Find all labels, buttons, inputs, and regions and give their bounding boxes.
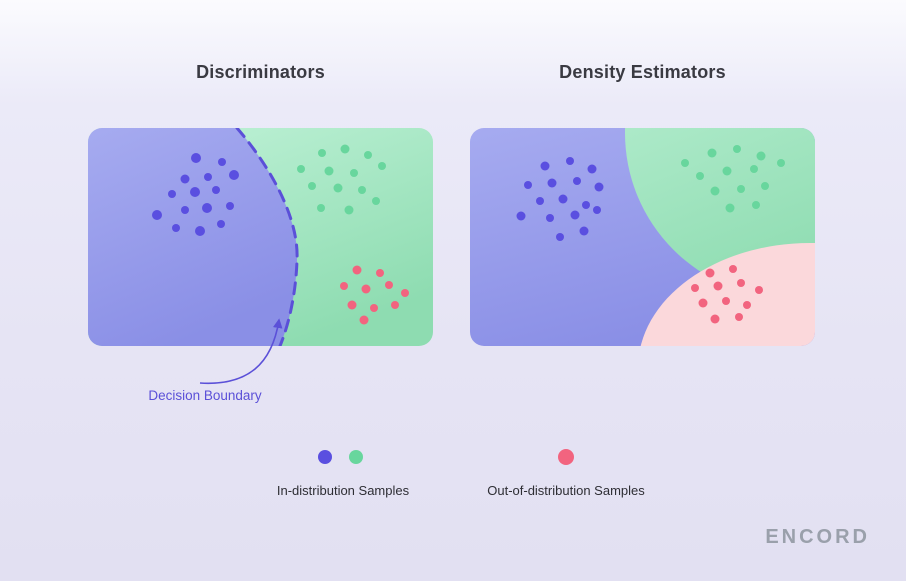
decision-boundary-label: Decision Boundary: [148, 388, 262, 403]
density-estimators-panel: [470, 128, 815, 346]
legend-in-distribution-green-dot-icon: [349, 450, 363, 464]
density-green-blob: [625, 128, 815, 298]
discriminators-title: Discriminators: [196, 62, 325, 82]
dens-in-distribution-green-dots: [681, 145, 785, 213]
legend-in-distribution-label: In-distribution Samples: [276, 483, 410, 498]
in-distribution-blue-region: [88, 128, 298, 346]
legend-in-distribution-purple-dot-icon: [318, 450, 332, 464]
disc-in-distribution-green-dots: [297, 144, 386, 215]
dens-out-of-distribution-pink-dots: [691, 265, 763, 324]
disc-out-of-distribution-pink-dots: [340, 265, 409, 325]
decision-boundary-arrow-icon: [199, 318, 283, 385]
legend-out-of-distribution-label: Out-of-distribution Samples: [487, 483, 645, 498]
encord-logo: encord: [765, 526, 870, 548]
legend-out-of-distribution-pink-dot-icon: [558, 449, 574, 465]
density-estimators-title: Density Estimators: [559, 62, 726, 82]
disc-in-distribution-purple-dots: [152, 153, 239, 236]
dens-in-distribution-purple-dots: [516, 157, 604, 241]
density-pink-blob: [638, 243, 815, 346]
discriminators-panel: [88, 128, 433, 346]
decision-boundary-line: [235, 128, 299, 346]
